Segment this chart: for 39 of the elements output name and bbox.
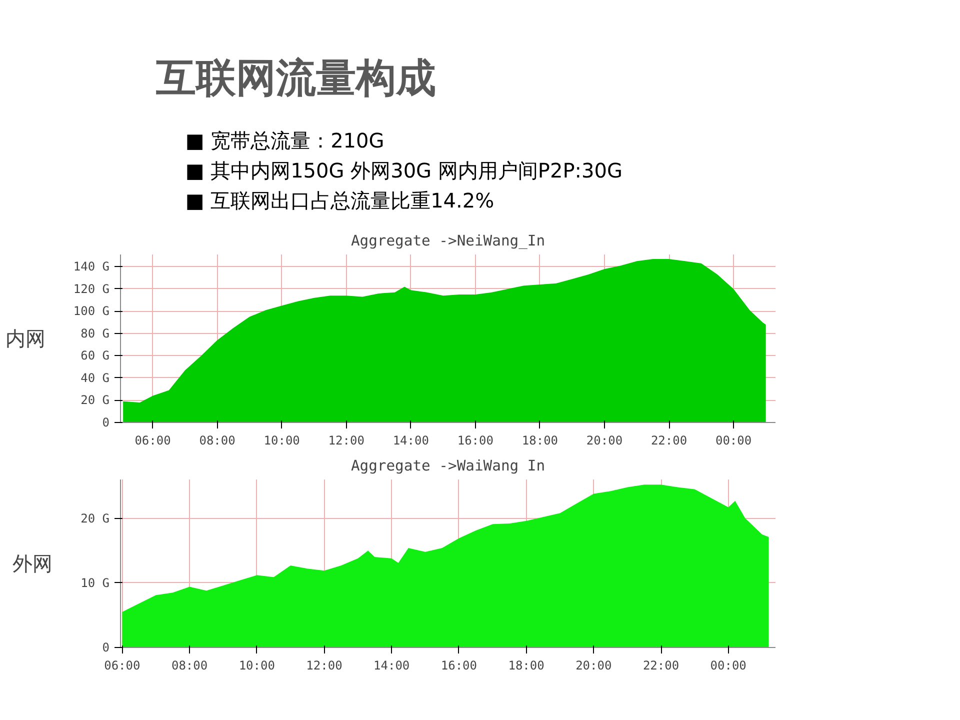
x-tick-label: 12:00 xyxy=(306,658,342,672)
y-tick-label: 10 G xyxy=(80,576,110,590)
x-tick-label: 10:00 xyxy=(264,434,300,448)
x-tick-label: 16:00 xyxy=(440,658,478,672)
text: 互联网流量构成 xyxy=(154,56,436,102)
chart-title: Aggregate ->NeiWang_In xyxy=(350,232,546,250)
x-tick-label: 10:00 xyxy=(238,658,275,672)
y-tick-label: 0 xyxy=(102,640,110,654)
text: ■ 其中内网150G 外网30G 网内用户间P2P:30G xyxy=(185,158,622,182)
x-tick-label: 14:00 xyxy=(392,434,429,448)
y-tick-label: 140 G xyxy=(73,260,110,274)
text: ■ 宽带总流量：210G xyxy=(185,128,384,152)
x-tick-label: 20:00 xyxy=(586,434,623,448)
x-tick-label: 22:00 xyxy=(642,658,680,672)
x-tick-label: 08:00 xyxy=(171,658,208,672)
y-tick-label: 100 G xyxy=(73,304,110,318)
y-axis-title: 内网 xyxy=(5,326,46,350)
x-tick-label: 12:00 xyxy=(328,434,364,448)
x-tick-label: 18:00 xyxy=(508,658,544,672)
x-tick-label: 14:00 xyxy=(374,658,410,672)
y-tick-label: 80 G xyxy=(80,326,110,340)
y-tick-label: 0 xyxy=(102,416,110,430)
x-tick-label: 08:00 xyxy=(199,434,236,448)
x-tick-label: 00:00 xyxy=(715,434,752,448)
y-tick-label: 40 G xyxy=(80,370,110,385)
x-tick-label: 16:00 xyxy=(457,434,494,448)
x-tick-label: 00:00 xyxy=(710,658,746,672)
y-tick-label: 120 G xyxy=(73,282,110,296)
y-tick-label: 20 G xyxy=(80,511,110,526)
y-tick-label: 20 G xyxy=(80,393,110,408)
x-tick-label: 06:00 xyxy=(134,434,171,448)
y-axis-title: 外网 xyxy=(12,552,53,576)
x-tick-label: 20:00 xyxy=(576,658,612,672)
y-tick-label: 60 G xyxy=(80,348,110,363)
x-tick-label: 18:00 xyxy=(522,434,558,448)
text: ■ 互联网出口占总流量比重14.2% xyxy=(185,188,494,212)
x-tick-label: 22:00 xyxy=(650,434,688,448)
chart-title: Aggregate ->WaiWang In xyxy=(350,458,546,474)
x-tick-label: 06:00 xyxy=(104,658,140,672)
